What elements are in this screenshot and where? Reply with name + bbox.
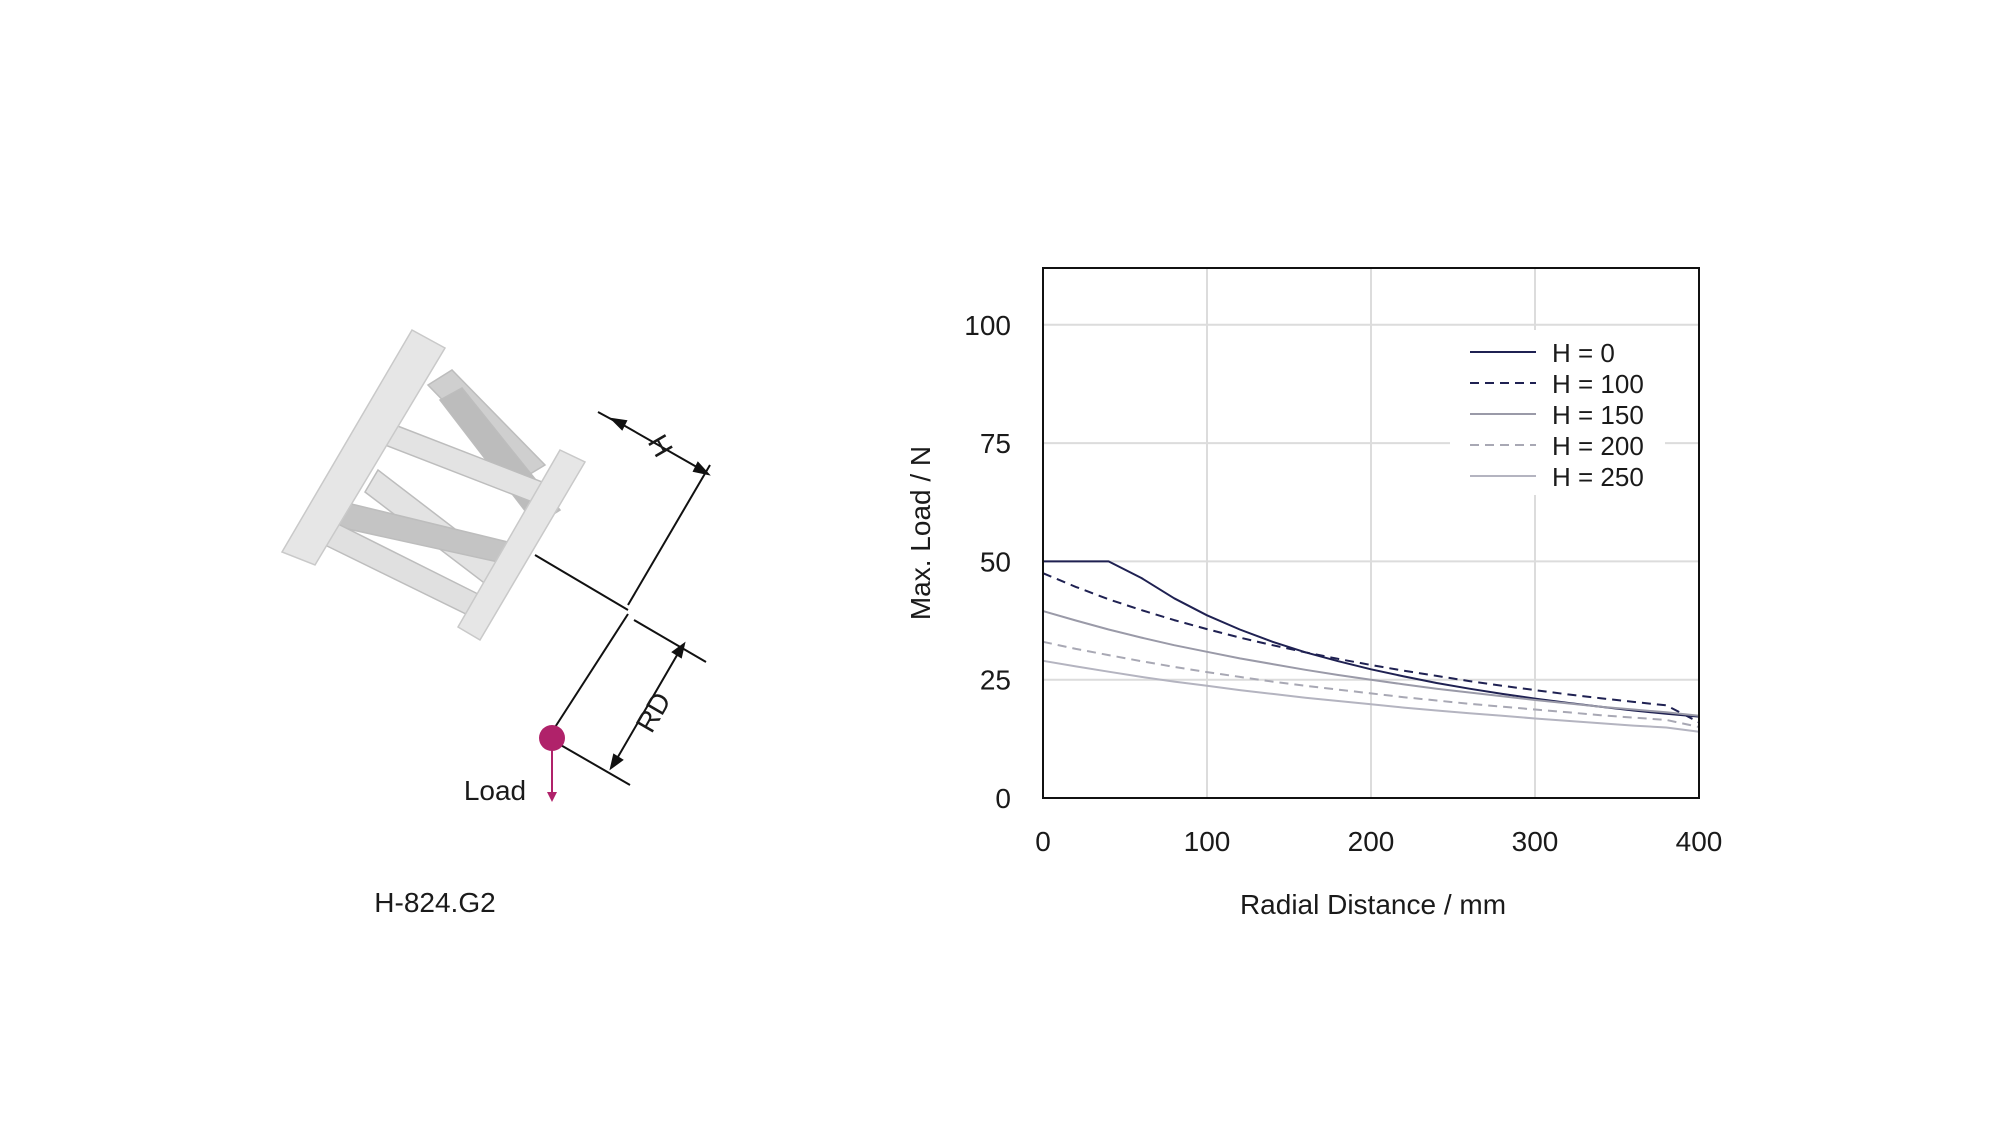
rd-arrowhead-start bbox=[671, 641, 686, 659]
h-reference-line bbox=[627, 464, 711, 606]
load-label: Load bbox=[464, 775, 526, 806]
hexapod-top-platform bbox=[456, 449, 587, 642]
load-arrowhead bbox=[547, 792, 557, 802]
y-tick-label: 50 bbox=[980, 546, 1011, 577]
x-tick-labels: 0 100 200 300 400 bbox=[1035, 826, 1722, 857]
x-axis-label: Radial Distance / mm bbox=[1240, 889, 1506, 920]
y-axis-label: Max. Load / N bbox=[905, 446, 936, 620]
y-tick-label: 75 bbox=[980, 428, 1011, 459]
y-tick-labels: 0 25 50 75 100 bbox=[964, 310, 1011, 814]
legend-label: H = 150 bbox=[1552, 400, 1644, 430]
series-line-2 bbox=[1042, 572, 1700, 724]
rd-dimension-arrow bbox=[614, 649, 681, 763]
rd-arrowhead-end bbox=[609, 753, 624, 771]
y-tick-label: 100 bbox=[964, 310, 1011, 341]
load-marker bbox=[539, 725, 565, 802]
legend-label: H = 0 bbox=[1552, 338, 1615, 368]
legend-box bbox=[1450, 330, 1665, 495]
x-tick-label: 200 bbox=[1348, 826, 1395, 857]
load-point bbox=[539, 725, 565, 751]
rd-extension-line bbox=[633, 619, 707, 663]
x-tick-label: 0 bbox=[1035, 826, 1051, 857]
chart-series bbox=[1042, 560, 1700, 733]
x-tick-label: 300 bbox=[1512, 826, 1559, 857]
plot-frame bbox=[1042, 267, 1700, 799]
hexapod-diagram: H RD Load H-824.G2 bbox=[280, 328, 711, 918]
legend-background bbox=[1450, 330, 1665, 495]
dimension-lines bbox=[534, 411, 711, 786]
series-line-3 bbox=[1042, 610, 1700, 717]
hexapod-struts bbox=[324, 369, 562, 616]
platform-axis-line bbox=[534, 554, 629, 611]
y-tick-label: 0 bbox=[995, 783, 1011, 814]
h-dimension-arrow bbox=[617, 421, 703, 471]
h-arrowhead-end bbox=[692, 461, 711, 476]
y-tick-label: 25 bbox=[980, 665, 1011, 696]
series-line-4 bbox=[1042, 640, 1700, 728]
series-line-5 bbox=[1042, 659, 1700, 733]
hexapod-base-plate bbox=[280, 328, 447, 566]
model-label: H-824.G2 bbox=[374, 887, 495, 918]
rd-reference-line bbox=[549, 613, 629, 736]
radial-distance-label: RD bbox=[630, 687, 677, 738]
x-tick-label: 100 bbox=[1184, 826, 1231, 857]
legend-label: H = 100 bbox=[1552, 369, 1644, 399]
rd-load-line bbox=[551, 739, 631, 786]
legend-label: H = 250 bbox=[1552, 462, 1644, 492]
h-arrowhead-start bbox=[609, 417, 628, 431]
legend-label: H = 200 bbox=[1552, 431, 1644, 461]
x-tick-label: 400 bbox=[1676, 826, 1723, 857]
height-label: H bbox=[642, 429, 679, 462]
